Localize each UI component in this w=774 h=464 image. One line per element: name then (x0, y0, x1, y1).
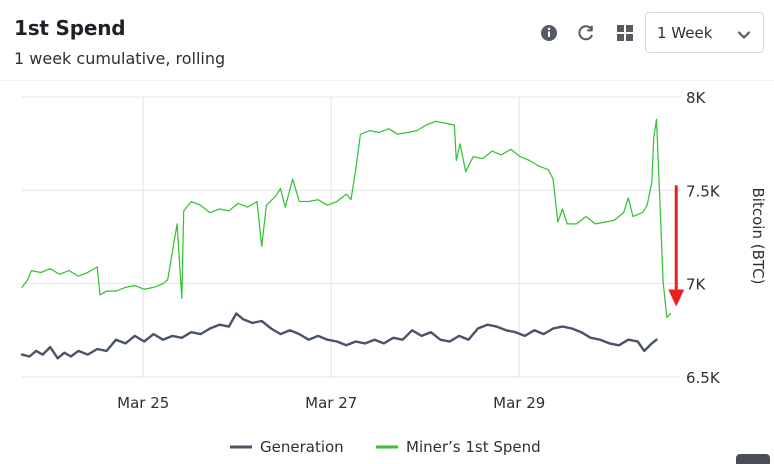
y-tick-label: 7K (686, 276, 707, 294)
time-range-value: 1 Week (657, 24, 713, 42)
time-range-select[interactable]: 1 Week (645, 12, 764, 53)
line-chart-area: 8K 7.5K 7K 6.5K Mar 25 Mar 27 Mar 29 Bitcoin (B… (0, 81, 774, 464)
y-tick-label: 7.5K (686, 182, 721, 200)
card-header: 1st Spend 1 week cumulative, rolling (0, 0, 774, 81)
grid-icon[interactable] (615, 23, 635, 43)
x-tick-label: Mar 25 (117, 394, 169, 412)
legend-generation-label: Generation (260, 438, 344, 456)
y-tick-label: 6.5K (686, 369, 721, 387)
x-tick-label: Mar 29 (493, 394, 545, 412)
page-subtitle: 1 week cumulative, rolling (14, 49, 226, 68)
y-axis-label: Bitcoin (BTC) (749, 188, 767, 285)
down-arrow-head (668, 289, 685, 307)
info-icon-glyph (541, 25, 557, 41)
refresh-icon-glyph (578, 25, 593, 41)
line-chart: 8K 7.5K 7K 6.5K Mar 25 Mar 27 Mar 29 Bitcoin (B… (20, 89, 767, 456)
grid-icon-glyph (617, 25, 633, 41)
generation-line (20, 312, 658, 360)
refresh-icon[interactable] (576, 23, 596, 43)
y-tick-label: 8K (686, 89, 707, 107)
chevron-down-icon (737, 27, 751, 41)
spend-line (21, 118, 672, 318)
info-icon[interactable] (539, 23, 559, 43)
scroll-handle[interactable] (736, 454, 770, 464)
x-tick-label: Mar 27 (305, 394, 357, 412)
page-title: 1st Spend (14, 16, 126, 40)
legend-spend-label: Miner’s 1st Spend (406, 438, 541, 456)
